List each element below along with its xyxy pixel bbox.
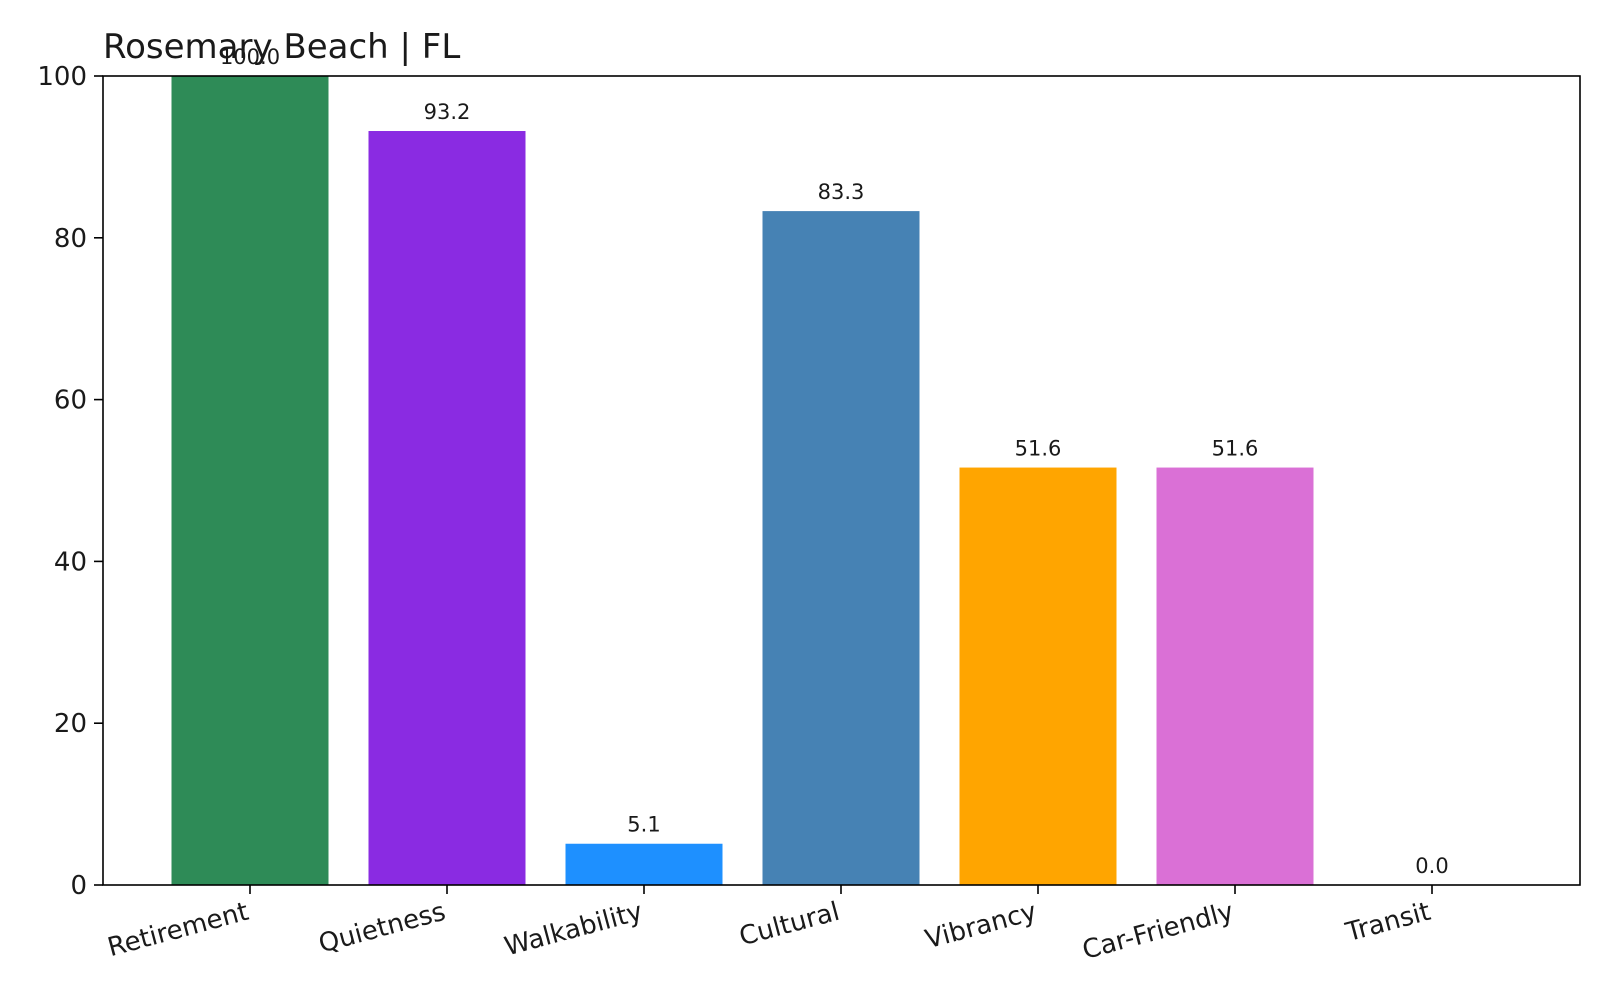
data-label: 100.0 [220,45,280,69]
x-tick-label: Car-Friendly [1079,897,1237,966]
y-tick-label: 20 [54,709,87,739]
x-tick-label: Vibrancy [922,897,1040,955]
bar-cultural [762,211,920,885]
data-label: 83.3 [818,180,865,204]
data-label: 5.1 [627,813,660,837]
chart-title: Rosemary Beach | FL [103,27,460,67]
bar-vibrancy [959,467,1117,885]
bars-layer [171,76,1314,886]
labels-layer: 100.0 93.2 5.1 83.3 51.6 51.6 0.0 [220,45,1449,878]
y-tick-label: 40 [54,547,87,577]
x-tick-label: Quietness [316,897,449,960]
x-tick-label: Cultural [736,897,843,952]
y-tick-label: 100 [37,62,87,92]
bar-retirement [171,76,329,885]
y-tick-label: 80 [54,224,87,254]
y-tick-label: 0 [70,871,87,901]
bar-walkability [565,843,723,885]
x-tick-label: Transit [1342,897,1434,949]
y-tick-label: 60 [54,386,87,416]
bar-quietness [368,131,526,886]
data-label: 93.2 [424,100,471,124]
bar-car-friendly [1156,467,1314,885]
data-label: 51.6 [1015,437,1062,461]
data-label: 51.6 [1212,437,1259,461]
x-tick-label: Retirement [105,897,252,963]
x-tick-label: Walkability [501,897,645,963]
data-label: 0.0 [1415,854,1448,878]
